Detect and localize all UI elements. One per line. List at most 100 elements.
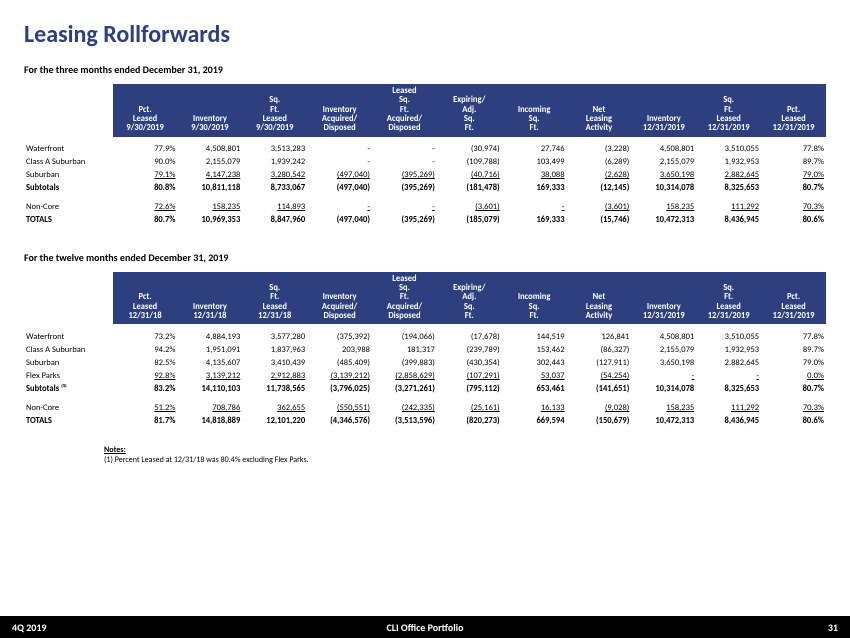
- col-header: LeasedSq.Ft.Acquired/Disposed: [372, 272, 437, 325]
- data-cell: 1,932,953: [696, 156, 761, 169]
- col-header: NetLeasingActivity: [567, 272, 632, 325]
- data-cell: 10,314,078: [631, 382, 696, 395]
- data-cell: (3,601): [567, 201, 632, 214]
- data-cell: 3,650,198: [631, 356, 696, 369]
- col-header: Sq.Ft.Leased12/31/18: [242, 272, 307, 325]
- footer-pagenum: 31: [632, 621, 850, 634]
- page-title: Leasing Rollforwards: [24, 20, 826, 49]
- data-cell: 3,577,280: [242, 330, 307, 343]
- data-cell: (497,040): [307, 214, 372, 227]
- data-cell: 16,133: [502, 401, 567, 414]
- data-cell: 79.0%: [761, 169, 826, 182]
- data-cell: 2,912,883: [242, 369, 307, 382]
- data-cell: 80.8%: [113, 182, 178, 195]
- data-cell: 1,939,242: [242, 156, 307, 169]
- data-cell: (107,291): [437, 369, 502, 382]
- data-cell: 10,969,353: [177, 214, 242, 227]
- data-cell: 8,733,067: [242, 182, 307, 195]
- data-cell: 77.9%: [113, 143, 178, 156]
- data-cell: -: [307, 201, 372, 214]
- data-cell: 83.2%: [113, 382, 178, 395]
- data-cell: (185,079): [437, 214, 502, 227]
- data-cell: (9,028): [567, 401, 632, 414]
- data-cell: 3,510,055: [696, 330, 761, 343]
- data-cell: 4,884,193: [177, 330, 242, 343]
- data-cell: -: [307, 143, 372, 156]
- data-cell: 4,508,801: [177, 143, 242, 156]
- row-label: TOTALS: [24, 214, 113, 227]
- data-cell: -: [631, 369, 696, 382]
- data-cell: (375,392): [307, 330, 372, 343]
- data-cell: 203,988: [307, 343, 372, 356]
- data-cell: 144,519: [502, 330, 567, 343]
- data-cell: (3,796,025): [307, 382, 372, 395]
- notes-line: (1) Percent Leased at 12/31/18 was 80.4%…: [104, 455, 826, 465]
- data-cell: 14,110,103: [177, 382, 242, 395]
- data-cell: 1,837,963: [242, 343, 307, 356]
- table2-subtitle: For the twelve months ended December 31,…: [24, 251, 826, 264]
- data-cell: -: [696, 369, 761, 382]
- data-cell: (395,269): [372, 214, 437, 227]
- data-cell: 8,436,945: [696, 214, 761, 227]
- notes-section: Notes: (1) Percent Leased at 12/31/18 wa…: [104, 445, 826, 465]
- col-header: Sq.Ft.Leased12/31/2019: [696, 84, 761, 137]
- data-cell: 12,101,220: [242, 414, 307, 427]
- data-cell: 8,847,960: [242, 214, 307, 227]
- data-cell: (3,228): [567, 143, 632, 156]
- data-cell: 2,155,079: [631, 343, 696, 356]
- data-cell: 153,462: [502, 343, 567, 356]
- data-cell: 158,235: [631, 201, 696, 214]
- col-header: Pct.Leased12/31/2019: [761, 272, 826, 325]
- data-cell: (25,161): [437, 401, 502, 414]
- data-cell: 77.8%: [761, 330, 826, 343]
- data-cell: 114,893: [242, 201, 307, 214]
- col-header: Sq.Ft.Leased12/31/2019: [696, 272, 761, 325]
- data-cell: 38,088: [502, 169, 567, 182]
- data-cell: 8,436,945: [696, 414, 761, 427]
- data-cell: (485,409): [307, 356, 372, 369]
- data-cell: (497,040): [307, 169, 372, 182]
- footer-period: 4Q 2019: [0, 621, 219, 634]
- data-cell: -: [372, 143, 437, 156]
- data-cell: (40,716): [437, 169, 502, 182]
- row-label: Non-Core: [24, 201, 113, 214]
- data-cell: (3,139,212): [307, 369, 372, 382]
- data-cell: (6,289): [567, 156, 632, 169]
- footer-title: CLI Office Portfolio: [219, 621, 632, 634]
- col-header: InventoryAcquired/Disposed: [307, 272, 372, 325]
- data-cell: 8,325,653: [696, 182, 761, 195]
- col-header: Expiring/Adj.Sq.Ft.: [437, 272, 502, 325]
- data-cell: 89.7%: [761, 156, 826, 169]
- col-header: Pct.Leased12/31/18: [113, 272, 178, 325]
- row-label: Waterfront: [24, 330, 113, 343]
- data-cell: 72.6%: [113, 201, 178, 214]
- data-cell: 158,235: [177, 201, 242, 214]
- table1-subtitle: For the three months ended December 31, …: [24, 63, 826, 76]
- data-cell: 2,155,079: [177, 156, 242, 169]
- data-cell: 80.7%: [761, 182, 826, 195]
- data-cell: 92.8%: [113, 369, 178, 382]
- footer-bar: 4Q 2019 CLI Office Portfolio 31: [0, 616, 850, 638]
- data-cell: 11,738,565: [242, 382, 307, 395]
- data-cell: 2,155,079: [631, 156, 696, 169]
- row-label: Subtotals: [24, 182, 113, 195]
- data-cell: 1,932,953: [696, 343, 761, 356]
- data-cell: (430,354): [437, 356, 502, 369]
- data-cell: (395,269): [372, 182, 437, 195]
- data-cell: (239,789): [437, 343, 502, 356]
- data-cell: 708,786: [177, 401, 242, 414]
- row-label: Suburban: [24, 356, 113, 369]
- data-cell: (550,551): [307, 401, 372, 414]
- data-cell: 10,472,313: [631, 214, 696, 227]
- data-cell: (4,346,576): [307, 414, 372, 427]
- data-cell: 70.3%: [761, 201, 826, 214]
- data-cell: (12,145): [567, 182, 632, 195]
- data-cell: 169,333: [502, 214, 567, 227]
- data-cell: 10,472,313: [631, 414, 696, 427]
- col-header: Pct.Leased12/31/2019: [761, 84, 826, 137]
- col-header: Sq.Ft.Leased9/30/2019: [242, 84, 307, 137]
- data-cell: -: [307, 156, 372, 169]
- data-cell: 158,235: [631, 401, 696, 414]
- row-label: Class A Suburban: [24, 156, 113, 169]
- data-cell: 14,818,889: [177, 414, 242, 427]
